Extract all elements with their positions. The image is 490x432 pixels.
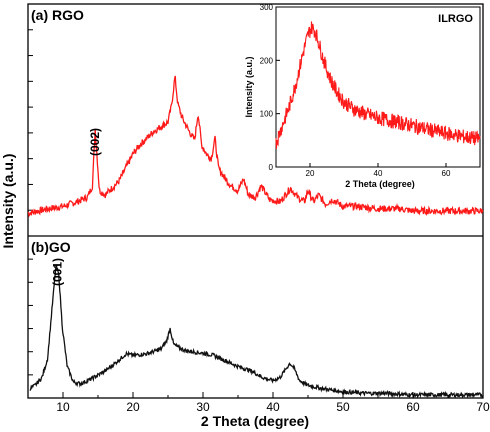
inset-y-tick-label: 300 (260, 3, 274, 12)
go-y-ticks (28, 258, 33, 376)
y-axis-label: Intensity (a.u.) (0, 154, 16, 249)
x-tick-label: 30 (196, 400, 210, 414)
rgo-panel: (002) (27, 29, 484, 218)
x-tick-label: 50 (336, 400, 350, 414)
inset-ticks: 20 40 60 0 100 200 300 (260, 3, 451, 178)
inset-x-label: 2 Theta (degree) (345, 179, 415, 189)
rgo-y-ticks (28, 29, 33, 211)
inset-y-label: Intensity (a.u.) (244, 56, 254, 117)
inset-y-tick-label: 200 (260, 56, 274, 65)
inset-y-tick-label: 0 (269, 163, 274, 172)
go-peak-annotation: (001) (50, 258, 64, 286)
x-tick-label: 40 (266, 400, 280, 414)
x-axis-label: 2 Theta (degree) (201, 413, 309, 429)
x-tick-label: 60 (406, 400, 420, 414)
inset-x-tick-label: 60 (442, 169, 451, 178)
x-ticks: 10 20 30 40 50 60 70 (27, 392, 490, 414)
inset-x-tick-label: 20 (306, 169, 315, 178)
panel-a-label: (a) RGO (31, 7, 84, 23)
x-tick-label: 70 (476, 400, 490, 414)
x-tick-label: 20 (126, 400, 140, 414)
inset-title: ILRGO (438, 13, 473, 25)
rgo-peak-annotation: (002) (88, 128, 102, 156)
go-panel: (001) 10 20 30 40 50 60 70 (27, 258, 490, 414)
ilrgo-series-line (275, 21, 481, 149)
go-series-line (29, 264, 484, 399)
inset-frame (275, 6, 481, 168)
inset-y-tick-label: 100 (260, 110, 274, 119)
panel-b-label: (b)GO (31, 239, 71, 255)
x-tick-label: 10 (56, 400, 70, 414)
inset-x-tick-label: 40 (374, 169, 383, 178)
rgo-series-line (27, 75, 484, 218)
plot-frame (27, 3, 484, 399)
